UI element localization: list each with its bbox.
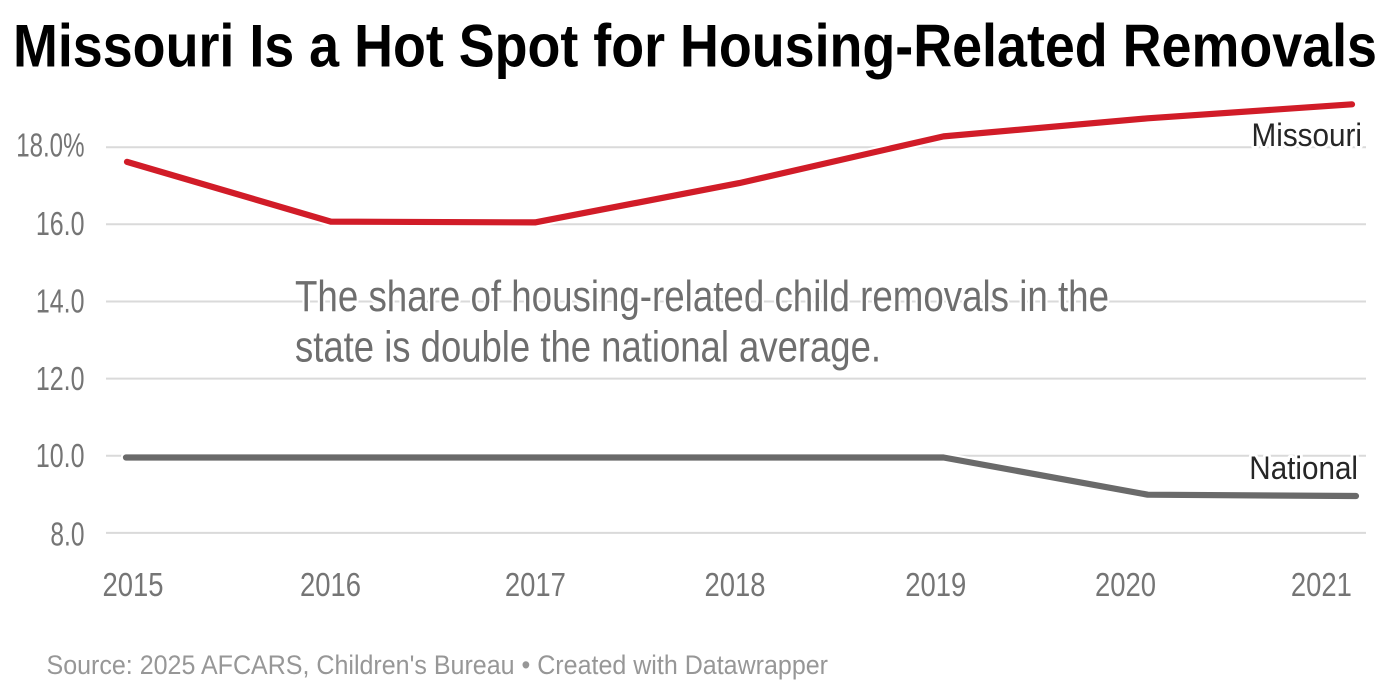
svg-text:14.0: 14.0 — [36, 283, 85, 320]
svg-text:12.0: 12.0 — [36, 361, 85, 398]
svg-text:2019: 2019 — [905, 567, 966, 604]
svg-text:National: National — [1249, 450, 1358, 486]
svg-text:2020: 2020 — [1095, 567, 1156, 604]
svg-text:state is double the national a: state is double the national average. — [295, 323, 881, 372]
svg-text:2018: 2018 — [705, 567, 766, 604]
svg-text:10.0: 10.0 — [36, 438, 85, 475]
svg-text:2015: 2015 — [103, 567, 164, 604]
svg-text:Missouri Is a Hot Spot for Hou: Missouri Is a Hot Spot for Housing-Relat… — [13, 12, 1377, 79]
svg-text:Source: 2025 AFCARS, Children': Source: 2025 AFCARS, Children's Bureau •… — [47, 650, 829, 680]
svg-text:The share of housing-related c: The share of housing-related child remov… — [295, 272, 1109, 321]
svg-text:2021: 2021 — [1291, 567, 1352, 604]
svg-text:16.0: 16.0 — [36, 206, 85, 243]
svg-text:8.0: 8.0 — [50, 517, 84, 554]
svg-text:18.0%: 18.0% — [16, 127, 84, 164]
svg-text:2016: 2016 — [300, 567, 361, 604]
svg-text:Missouri: Missouri — [1252, 117, 1363, 153]
svg-text:2017: 2017 — [505, 567, 566, 604]
